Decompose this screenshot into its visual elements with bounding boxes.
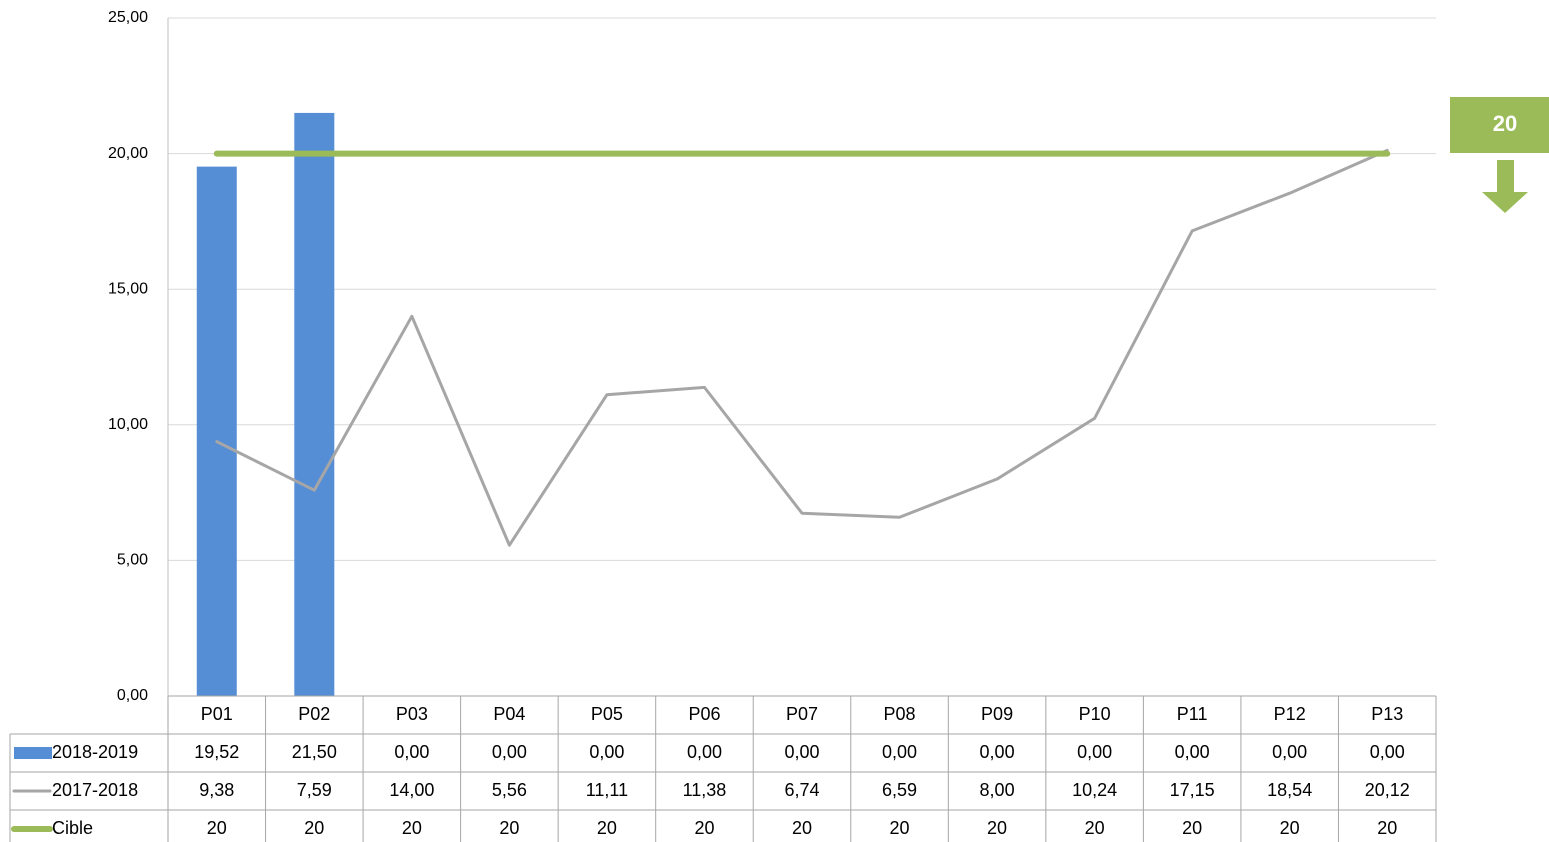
table-cell: 0,00 (1077, 742, 1112, 762)
line-series (215, 148, 1389, 547)
callout-arrow (1482, 160, 1528, 213)
table-cell: 0,00 (784, 742, 819, 762)
x-tick-label: P05 (591, 704, 623, 724)
table-cell: 21,50 (292, 742, 337, 762)
table-cell: 17,15 (1170, 780, 1215, 800)
table-cell: 20 (304, 818, 324, 838)
legend-label: 2018-2019 (52, 742, 138, 762)
x-tick-label: P01 (201, 704, 233, 724)
table-cell: 0,00 (1175, 742, 1210, 762)
y-tick-label: 10,00 (108, 416, 148, 433)
table-cell: 0,00 (394, 742, 429, 762)
table-cell: 0,00 (1370, 742, 1405, 762)
legend-label: Cible (52, 818, 93, 838)
x-tick-label: P02 (298, 704, 330, 724)
table-cell: 10,24 (1072, 780, 1117, 800)
table-cell: 0,00 (492, 742, 527, 762)
x-tick-label: P09 (981, 704, 1013, 724)
y-tick-label: 20,00 (108, 145, 148, 162)
table-cell: 20 (207, 818, 227, 838)
table-cell: 19,52 (194, 742, 239, 762)
table-cell: 5,56 (492, 780, 527, 800)
x-tick-label: P10 (1079, 704, 1111, 724)
x-tick-label: P08 (884, 704, 916, 724)
table-cell: 20 (499, 818, 519, 838)
y-tick-label: 25,00 (108, 9, 148, 26)
table-cell: 20 (890, 818, 910, 838)
table-cell: 6,59 (882, 780, 917, 800)
callout-text: 20 (1493, 111, 1517, 136)
x-tick-label: P12 (1274, 704, 1306, 724)
y-tick-label: 5,00 (117, 552, 148, 569)
x-tick-label: P03 (396, 704, 428, 724)
table-cell: 20 (1085, 818, 1105, 838)
table-cell: 18,54 (1267, 780, 1312, 800)
table-cell: 0,00 (980, 742, 1015, 762)
y-tick-label: 15,00 (108, 280, 148, 297)
table-cell: 0,00 (1272, 742, 1307, 762)
bar (196, 166, 237, 696)
table-cell: 0,00 (882, 742, 917, 762)
x-tick-label: P04 (493, 704, 525, 724)
table-cell: 20 (1182, 818, 1202, 838)
table-cell: 20,12 (1365, 780, 1410, 800)
bar (294, 112, 335, 697)
x-tick-label: P11 (1177, 704, 1208, 724)
table-cell: 20 (597, 818, 617, 838)
y-tick-label: 0,00 (117, 687, 148, 704)
x-tick-label: P13 (1371, 704, 1403, 724)
table-cell: 20 (1377, 818, 1397, 838)
table-cell: 20 (694, 818, 714, 838)
table-cell: 20 (1280, 818, 1300, 838)
table-cell: 20 (987, 818, 1007, 838)
table-cell: 11,38 (683, 780, 727, 800)
table-cell: 0,00 (589, 742, 624, 762)
callout-box (1450, 97, 1549, 153)
legend-label: 2017-2018 (52, 780, 138, 800)
table-cell: 11,11 (586, 780, 628, 800)
table-cell: 20 (792, 818, 812, 838)
x-tick-label: P06 (688, 704, 720, 724)
table-cell: 20 (402, 818, 422, 838)
callout: 20 (1450, 97, 1549, 213)
table-cell: 6,74 (784, 780, 819, 800)
table-cell: 7,59 (297, 780, 332, 800)
x-tick-label: P07 (786, 704, 818, 724)
table-cell: 8,00 (980, 780, 1015, 800)
legend-key (14, 747, 52, 759)
table-cell: 14,00 (389, 780, 434, 800)
table-cell: 0,00 (687, 742, 722, 762)
table-cell: 9,38 (199, 780, 234, 800)
